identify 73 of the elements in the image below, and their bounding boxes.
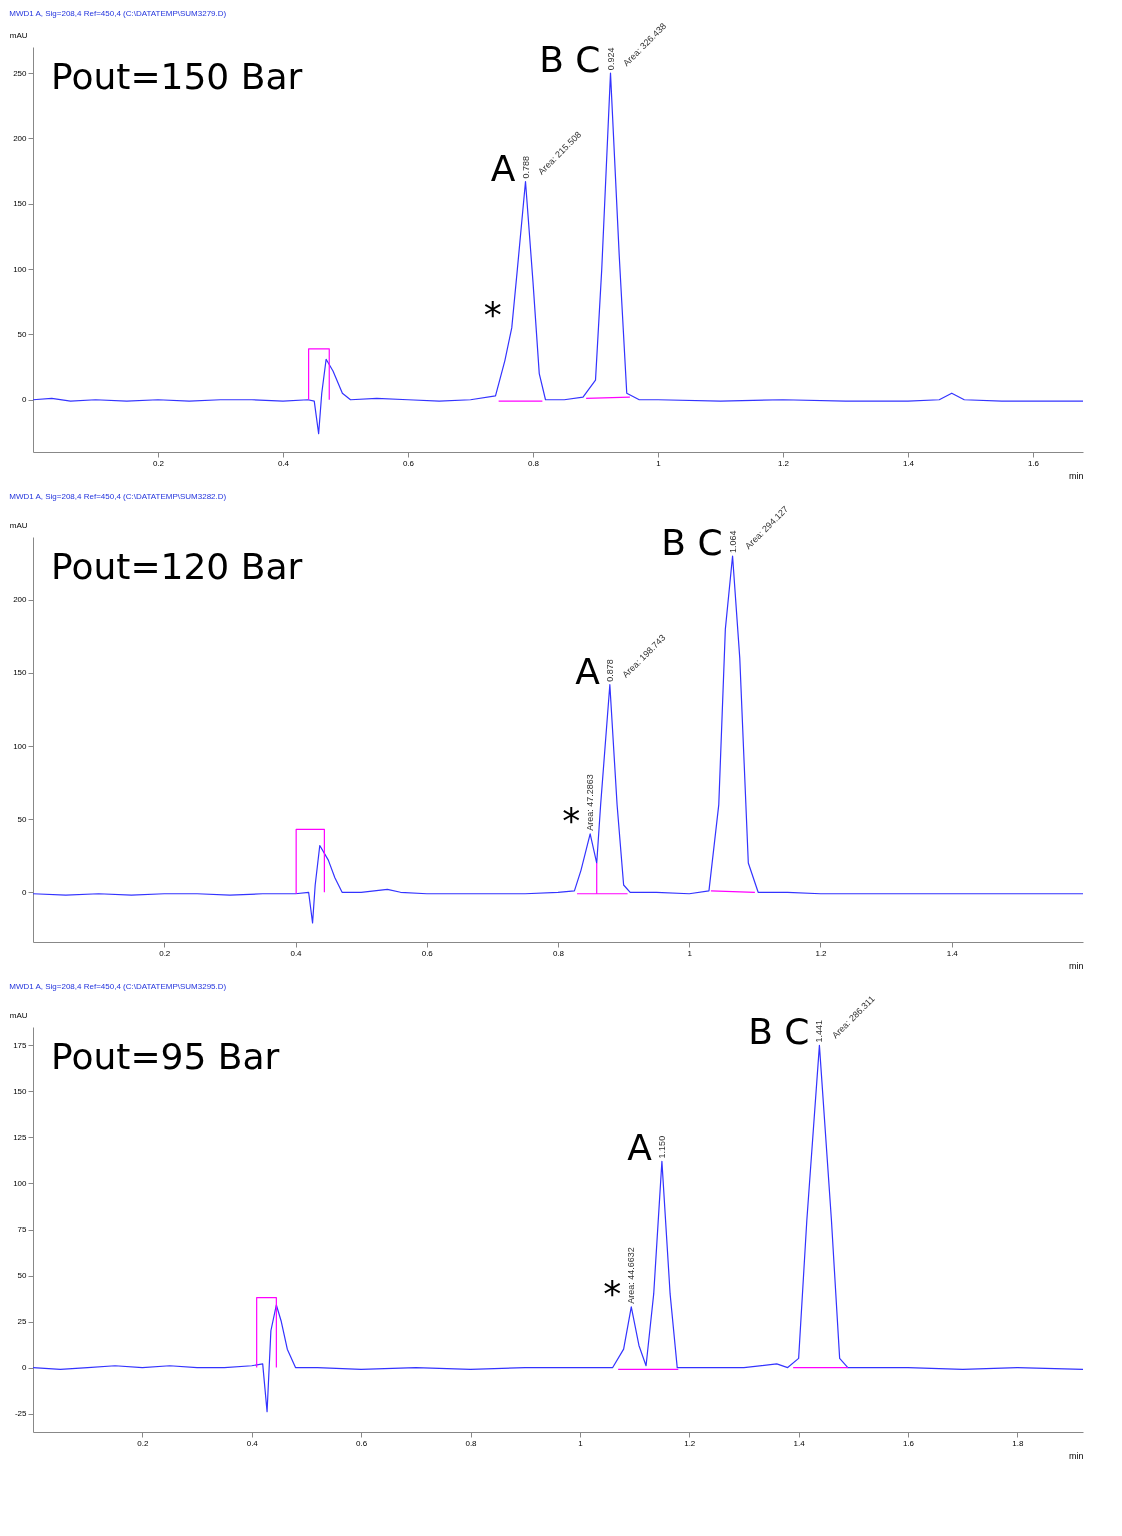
- annotation: *: [483, 293, 502, 335]
- x-axis-title: min: [1068, 1450, 1084, 1461]
- annotation: Area: 44.6632: [626, 1247, 637, 1304]
- x-tick-label: 0.4: [277, 458, 290, 468]
- y-tick-label: 50: [17, 1271, 28, 1281]
- annotation: Pout=120 Bar: [51, 546, 303, 587]
- y-tick-label: 100: [13, 741, 28, 751]
- x-tick-label: 1.2: [815, 948, 828, 958]
- annotation: 0.878: [604, 659, 615, 682]
- annotation: 0.788: [520, 156, 531, 179]
- y-tick-label: 100: [13, 1178, 28, 1188]
- x-tick-label: 1: [687, 948, 693, 958]
- y-tick-label: 150: [13, 668, 28, 678]
- y-tick-label: 175: [13, 1040, 28, 1050]
- annotation: *: [603, 1272, 622, 1314]
- x-tick-label: 1.4: [946, 948, 959, 958]
- y-tick-label: 100: [13, 264, 28, 274]
- x-axis-title: min: [1068, 470, 1084, 481]
- annotation: 1.441: [814, 1019, 825, 1043]
- chart-title: MWD1 A, Sig=208,4 Ref=450,4 (C:\DATATEMP\SUM3279.D): [9, 8, 227, 18]
- y-tick-label: 50: [17, 329, 28, 339]
- y-axis-title: mAU: [9, 520, 28, 530]
- y-tick-label: 0: [22, 395, 28, 405]
- y-axis-title: mAU: [9, 1010, 28, 1020]
- x-tick-label: 1.6: [902, 1438, 915, 1448]
- y-tick-label: 150: [13, 199, 28, 209]
- annotation: B C: [748, 1011, 810, 1053]
- x-tick-label: 0.4: [290, 948, 303, 958]
- y-tick-label: 250: [13, 68, 28, 78]
- annotation: *: [562, 799, 581, 841]
- x-tick-label: 1.2: [777, 458, 790, 468]
- chart-title: MWD1 A, Sig=208,4 Ref=450,4 (C:\DATATEMP\SUM3295.D): [9, 981, 227, 991]
- x-tick-label: 0.2: [152, 458, 165, 468]
- y-axis-title: mAU: [9, 30, 28, 40]
- y-tick-label: 150: [13, 1086, 28, 1096]
- annotation: Pout=95 Bar: [51, 1036, 280, 1077]
- x-tick-label: 1: [578, 1438, 584, 1448]
- x-tick-label: 1.4: [793, 1438, 806, 1448]
- x-tick-label: 0.6: [356, 1438, 368, 1448]
- x-tick-label: 0.6: [402, 458, 415, 468]
- x-tick-label: 0.4: [246, 1438, 259, 1448]
- x-tick-label: 0.8: [527, 458, 540, 468]
- annotation: A: [575, 650, 601, 692]
- annotation: Pout=150 Bar: [51, 56, 303, 97]
- y-tick-label: 125: [13, 1132, 28, 1142]
- y-tick-label: 75: [17, 1225, 28, 1234]
- annotation: B C: [539, 39, 601, 81]
- x-tick-label: 1.4: [902, 458, 915, 468]
- y-tick-label: 25: [17, 1317, 28, 1327]
- annotation: B C: [661, 522, 723, 564]
- annotation: 0.924: [605, 47, 616, 71]
- y-tick-label: 200: [13, 133, 28, 143]
- x-tick-label: 0.2: [137, 1438, 149, 1448]
- x-axis-title: min: [1068, 960, 1084, 971]
- x-tick-label: 0.2: [159, 948, 171, 958]
- annotation: A: [490, 147, 516, 189]
- x-tick-label: 0.8: [552, 948, 565, 958]
- y-tick-label: -25: [14, 1409, 28, 1419]
- x-tick-label: 1.8: [1012, 1438, 1024, 1448]
- y-tick-label: 0: [22, 887, 28, 897]
- x-tick-label: 1: [656, 458, 662, 468]
- annotation: A: [627, 1127, 653, 1169]
- x-tick-label: 0.8: [465, 1438, 478, 1448]
- y-tick-label: 50: [17, 814, 28, 824]
- y-tick-label: 200: [13, 595, 28, 605]
- annotation: Area: 47.2863: [585, 774, 596, 831]
- x-tick-label: 0.6: [421, 948, 434, 958]
- chart-title: MWD1 A, Sig=208,4 Ref=450,4 (C:\DATATEMP\SUM3282.D): [9, 491, 227, 501]
- x-tick-label: 1.6: [1027, 458, 1040, 468]
- annotation: 1.064: [727, 530, 738, 554]
- annotation: 1.150: [656, 1135, 667, 1159]
- y-tick-label: 0: [22, 1363, 28, 1373]
- x-tick-label: 1.2: [684, 1438, 696, 1448]
